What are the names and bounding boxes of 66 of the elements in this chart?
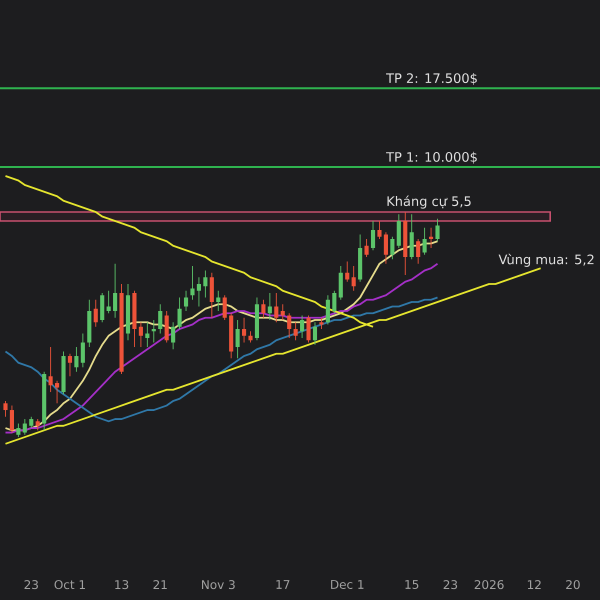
candlestick xyxy=(248,330,253,343)
candlestick xyxy=(203,270,208,298)
candlestick xyxy=(370,220,376,251)
candlestick xyxy=(216,290,220,312)
candlestick xyxy=(16,423,20,438)
candlestick xyxy=(300,315,304,338)
candlestick xyxy=(145,322,150,348)
candlestick xyxy=(152,320,156,343)
candlestick xyxy=(274,292,278,323)
candlestick xyxy=(312,322,318,346)
candlestick xyxy=(416,238,420,264)
candlestick xyxy=(377,220,382,240)
candlestick xyxy=(55,380,60,404)
candlestick xyxy=(236,320,240,359)
annotation: Vùng mua: 5,2 xyxy=(498,254,594,267)
band-label: Kháng cự 5,5 xyxy=(388,196,471,209)
candlestick xyxy=(268,292,272,320)
candlestick xyxy=(242,317,246,343)
candlestick xyxy=(345,261,350,282)
x-tick-label: 20 xyxy=(566,580,580,590)
x-tick-label: Nov 3 xyxy=(202,580,235,590)
candlestick xyxy=(94,299,98,328)
x-tick-label: 13 xyxy=(115,580,128,590)
candlestick xyxy=(222,294,227,320)
candlestick xyxy=(287,312,292,338)
candlestick xyxy=(3,400,8,418)
ref-line-label: TP 2: 17.500$ xyxy=(386,73,477,85)
candlestick xyxy=(178,297,182,330)
candlestick xyxy=(29,416,34,428)
candlestick xyxy=(332,290,336,314)
candlestick xyxy=(68,353,72,377)
candlestick xyxy=(435,218,440,242)
x-tick-label: 15 xyxy=(405,580,418,589)
x-tick-label: Oct 1 xyxy=(54,580,85,590)
candlestick xyxy=(48,346,53,392)
candlestick xyxy=(184,290,188,312)
candlestick xyxy=(364,238,369,258)
candlestick xyxy=(158,304,162,334)
candlestick xyxy=(261,299,266,318)
candlestick xyxy=(80,333,85,368)
x-tick-label: 23 xyxy=(444,580,458,590)
candlestick xyxy=(190,266,195,300)
candlestick xyxy=(106,290,111,314)
candlestick xyxy=(74,346,78,372)
x-tick-label: Dec 1 xyxy=(331,580,364,589)
x-tick-label: 12 xyxy=(528,580,541,589)
candlestick xyxy=(390,236,394,260)
candlestick xyxy=(10,405,14,433)
candlestick xyxy=(352,266,356,292)
candlestick xyxy=(22,418,27,436)
candlestick xyxy=(113,263,118,318)
x-tick-label: 2026 xyxy=(474,580,504,590)
candlestick xyxy=(422,227,427,256)
candlestick xyxy=(294,322,298,341)
candlestick xyxy=(196,276,201,307)
x-tick-label: 21 xyxy=(153,580,167,589)
candlestick xyxy=(36,418,40,431)
candlestick xyxy=(171,322,176,350)
x-tick-label: 17 xyxy=(276,580,290,589)
candlestick xyxy=(384,232,388,264)
candlestick xyxy=(280,304,285,320)
candlestick xyxy=(138,322,143,348)
candlestick xyxy=(306,315,311,343)
ref-line-label: TP 1: 10.000$ xyxy=(386,152,477,164)
x-tick-label: 23 xyxy=(24,580,38,590)
candlestick xyxy=(326,294,330,325)
